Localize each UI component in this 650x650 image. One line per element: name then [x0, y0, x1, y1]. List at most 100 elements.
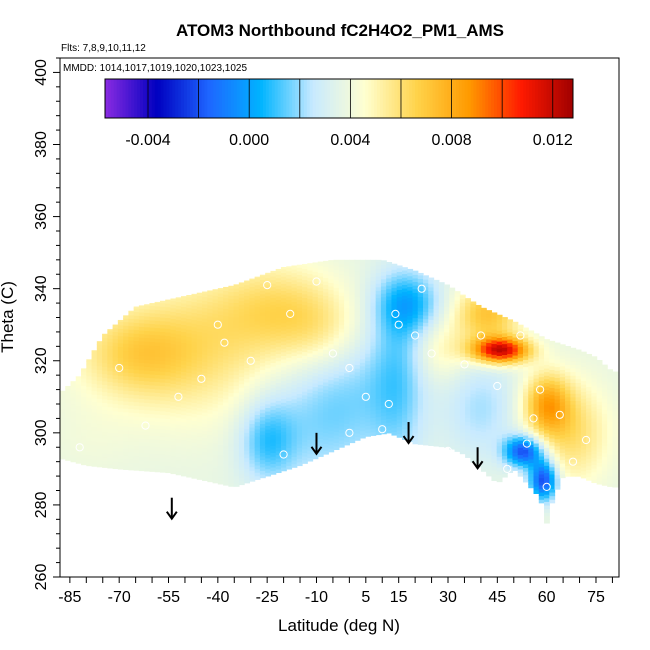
- heatmap-cell: [275, 407, 282, 412]
- heatmap-cell: [496, 423, 503, 429]
- heatmap-cell: [154, 301, 161, 303]
- heatmap-cell: [554, 406, 561, 411]
- heatmap-cell: [538, 419, 545, 425]
- heatmap-cell: [333, 420, 340, 425]
- heatmap-cell: [91, 361, 98, 366]
- heatmap-field: [60, 259, 619, 524]
- heatmap-cell: [528, 473, 535, 478]
- heatmap-cell: [412, 440, 419, 445]
- heatmap-cell: [144, 312, 151, 317]
- sample-point: [141, 421, 150, 430]
- heatmap-cell: [286, 306, 293, 311]
- heatmap-cell: [128, 372, 135, 377]
- heatmap-cell: [207, 315, 214, 320]
- heatmap-cell: [144, 449, 151, 454]
- heatmap-cell: [112, 421, 119, 426]
- heatmap-cell: [575, 371, 582, 376]
- heatmap-cell: [117, 461, 124, 466]
- heatmap-cell: [417, 397, 424, 402]
- heatmap-cell: [528, 401, 535, 406]
- heatmap-cell: [112, 443, 119, 448]
- heatmap-cell: [212, 349, 219, 354]
- heatmap-cell: [107, 338, 114, 343]
- heatmap-cell: [302, 380, 308, 385]
- heatmap-cell: [359, 401, 366, 407]
- heatmap-cell: [291, 290, 298, 295]
- heatmap-cell: [65, 391, 72, 396]
- heatmap-cell: [117, 389, 124, 394]
- heatmap-cell: [517, 342, 524, 347]
- heatmap-cell: [596, 458, 603, 463]
- heatmap-cell: [270, 394, 277, 400]
- heatmap-cell: [159, 461, 166, 466]
- heatmap-cell: [507, 346, 514, 351]
- heatmap-cell: [549, 405, 556, 410]
- heatmap-cell: [191, 355, 198, 360]
- heatmap-cell: [133, 307, 140, 313]
- heatmap-cell: [133, 430, 140, 435]
- heatmap-cell: [228, 316, 235, 321]
- heatmap-cell: [317, 261, 324, 266]
- heatmap-cell: [480, 431, 487, 436]
- heatmap-cell: [522, 334, 529, 339]
- heatmap-cell: [507, 319, 514, 322]
- heatmap-cell: [144, 304, 151, 306]
- heatmap-cell: [338, 425, 345, 430]
- heatmap-cell: [533, 432, 540, 437]
- heatmap-cell: [217, 357, 224, 362]
- heatmap-cell: [517, 346, 524, 351]
- heatmap-cell: [391, 276, 398, 281]
- heatmap-cell: [544, 436, 550, 441]
- heatmap-cell: [586, 451, 592, 456]
- heatmap-cell: [596, 375, 603, 381]
- heatmap-cell: [544, 418, 550, 423]
- heatmap-cell: [559, 362, 566, 367]
- heatmap-cell: [438, 349, 445, 354]
- heatmap-cell: [244, 479, 250, 484]
- heatmap-cell: [449, 398, 456, 403]
- heatmap-cell: [228, 414, 235, 419]
- heatmap-cell: [544, 422, 550, 427]
- heatmap-cell: [144, 305, 151, 310]
- heatmap-cell: [217, 310, 224, 316]
- heatmap-cell: [591, 431, 598, 437]
- heatmap-cell: [501, 419, 508, 424]
- heatmap-cell: [323, 410, 329, 415]
- heatmap-cell: [270, 466, 277, 472]
- heatmap-cell: [207, 304, 214, 310]
- heatmap-cell: [491, 415, 498, 420]
- heatmap-cell: [165, 313, 172, 319]
- heatmap-cell: [470, 425, 477, 431]
- heatmap-cell: [191, 359, 198, 364]
- heatmap-cell: [112, 363, 119, 369]
- heatmap-cell: [228, 291, 235, 296]
- heatmap-cell: [359, 304, 366, 309]
- heatmap-cell: [344, 441, 350, 446]
- heatmap-cell: [370, 301, 377, 307]
- heatmap-cell: [291, 366, 298, 371]
- heatmap-cell: [507, 421, 514, 427]
- heatmap-cell: [296, 368, 303, 373]
- heatmap-cell: [280, 301, 287, 306]
- heatmap-cell: [375, 261, 382, 266]
- heatmap-cell: [549, 488, 556, 493]
- heatmap-cell: [238, 480, 245, 486]
- heatmap-cell: [317, 420, 324, 425]
- heatmap-cell: [117, 360, 124, 366]
- heatmap-cell: [280, 423, 287, 429]
- heatmap-cell: [259, 347, 266, 353]
- heatmap-cell: [307, 338, 314, 343]
- heatmap-cell: [607, 392, 614, 397]
- heatmap-cell: [154, 392, 161, 397]
- heatmap-cell: [365, 342, 372, 347]
- heatmap-cell: [570, 447, 577, 452]
- flight-arrow-head: [310, 446, 323, 456]
- heatmap-cell: [423, 397, 429, 403]
- heatmap-cell: [70, 396, 77, 401]
- heatmap-cell: [91, 437, 98, 442]
- heatmap-cell: [112, 425, 119, 430]
- heatmap-cell: [117, 396, 124, 402]
- heatmap-cell: [149, 460, 156, 465]
- heatmap-cell: [380, 325, 387, 330]
- heatmap-cell: [559, 354, 566, 360]
